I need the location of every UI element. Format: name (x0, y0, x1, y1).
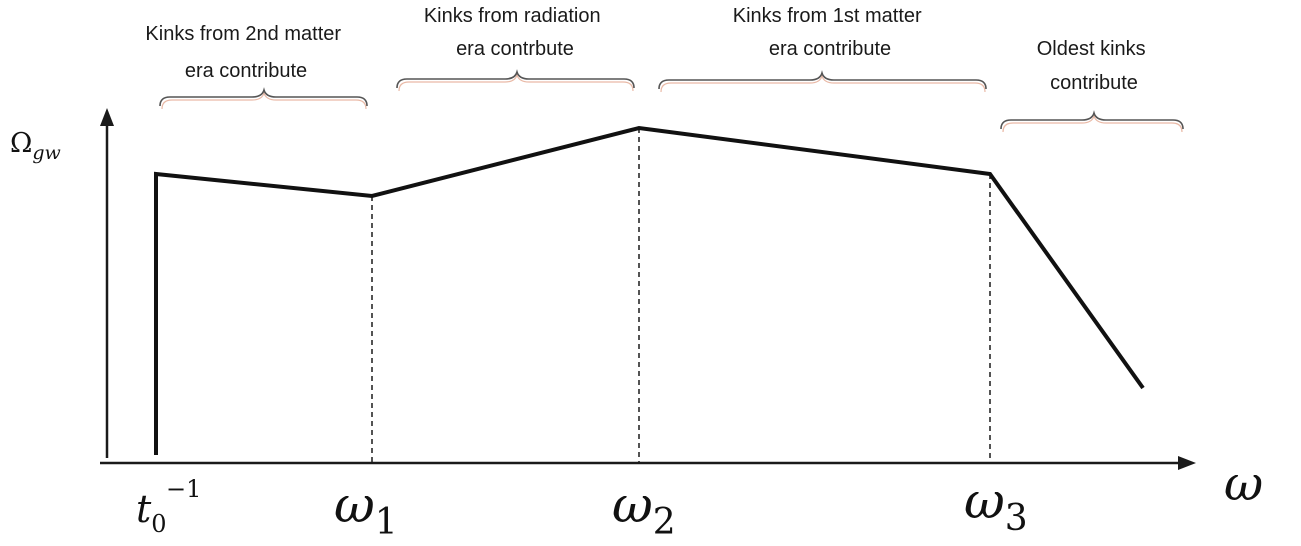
axes (100, 108, 1196, 470)
region-label-second-matter: Kinks from 2nd matter era contribute (145, 23, 346, 82)
brace-oldest-shadow (1002, 113, 1183, 133)
tick-w1: ω1 (334, 476, 398, 543)
region-label-radiation: Kinks from radiation era contrbute (424, 5, 606, 60)
tick-w3-sub: 3 (1005, 498, 1028, 539)
region-label-first-matter-line-1: Kinks from 1st matter (733, 5, 922, 27)
tick-w2-sub: 2 (653, 502, 676, 543)
region-label-second-matter-line-1: Kinks from 2nd matter (145, 23, 341, 45)
tick-t0-sub: 0 (151, 510, 166, 538)
region-label-oldest: Oldest kinks contribute (1037, 38, 1152, 94)
y-axis-arrowhead (100, 108, 114, 126)
brace-oldest (1000, 110, 1184, 130)
region-label-radiation-line-2: era contrbute (456, 38, 574, 60)
y-axis-label-symbol: Ω (10, 128, 32, 159)
region-label-first-matter-line-2: era contribute (769, 38, 891, 60)
x-axis-arrowhead (1178, 456, 1196, 470)
spectrum-curve (154, 125, 1145, 455)
region-labels: Kinks from 2nd matter era contribute Kin… (145, 5, 1152, 94)
brace-second-matter-shadow (161, 90, 367, 110)
y-axis-label: Ωgw (10, 128, 61, 164)
region-label-radiation-line-1: Kinks from radiation (424, 5, 601, 27)
region-braces (159, 69, 1184, 133)
tick-t0-base: t (136, 487, 152, 531)
brace-first-matter-shadow (660, 73, 986, 93)
brace-second-matter (159, 87, 368, 107)
tick-w3: ω3 (964, 472, 1028, 539)
tick-w1-sub: 1 (375, 502, 398, 543)
brace-radiation-shadow (398, 72, 634, 92)
y-axis-label-subscript: gw (32, 142, 60, 164)
tick-w1-base: ω (334, 476, 375, 534)
tick-w2: ω2 (612, 476, 676, 543)
tick-t0: t0−1 (136, 475, 201, 538)
region-label-oldest-line-2: contribute (1050, 72, 1138, 94)
tick-w3-base: ω (964, 472, 1005, 530)
region-label-oldest-line-1: Oldest kinks (1037, 38, 1146, 60)
brace-first-matter (658, 70, 987, 90)
tick-t0-sup: −1 (166, 475, 201, 503)
tick-w2-base: ω (612, 476, 653, 534)
brace-radiation (396, 69, 635, 89)
region-label-second-matter-line-2: era contribute (185, 60, 307, 82)
region-label-first-matter: Kinks from 1st matter era contribute (733, 5, 928, 60)
frequency-markers (371, 128, 991, 463)
x-axis-label: ω (1224, 456, 1263, 512)
